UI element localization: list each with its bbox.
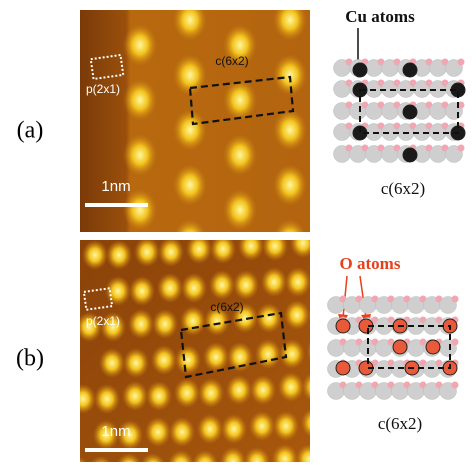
scale-label: 1nm (101, 178, 130, 195)
stm-spot (273, 54, 307, 96)
stm-spot (313, 264, 339, 294)
cell-label: c(6x2) (215, 54, 248, 68)
stm-spot (279, 339, 305, 369)
diagram-title: O atoms (340, 254, 401, 273)
stm-spot (314, 228, 340, 258)
panel-label: (a) (17, 118, 44, 144)
stm-spot (70, 384, 96, 414)
adatom (403, 105, 417, 119)
stm-spot (129, 276, 155, 306)
diagram-title: Cu atoms (345, 7, 415, 26)
stm-spot (82, 240, 108, 270)
cell-label: p(2x1) (86, 314, 120, 328)
stm-spot (157, 273, 183, 303)
stm-spot (233, 270, 259, 300)
oxygen-small (452, 382, 459, 389)
stm-spot (325, 408, 351, 438)
stm-spot (146, 381, 172, 411)
stm-spot (203, 342, 229, 372)
adatom (336, 361, 350, 375)
stm-spot (94, 384, 120, 414)
stm-spot (290, 228, 316, 258)
stm-spot (301, 408, 327, 438)
stm-spot (284, 300, 310, 330)
scale-label: 1nm (101, 423, 130, 440)
stm-spot (181, 273, 207, 303)
stm-spot (173, 164, 207, 206)
stm-spot (122, 381, 148, 411)
stm-spot (273, 164, 307, 206)
atom-diagram (328, 296, 459, 400)
atom-diagram (334, 59, 466, 163)
stm-spot (169, 417, 195, 447)
stm-spot (226, 375, 252, 405)
diagram-caption: c(6x2) (381, 179, 425, 198)
diagram-caption: c(6x2) (378, 414, 422, 433)
stm-spot (273, 109, 307, 151)
stm-spot (273, 411, 299, 441)
stm-spot (145, 417, 171, 447)
stm-spot (123, 79, 157, 121)
stm-spot (209, 270, 235, 300)
cell-label: p(2x1) (86, 82, 120, 96)
adatom (403, 63, 417, 77)
stm-spot (197, 414, 223, 444)
cell-label: c(6x2) (210, 300, 243, 314)
stm-spot (173, 0, 207, 41)
stm-spot (250, 375, 276, 405)
stm-spot (285, 267, 311, 297)
stm-spot (302, 372, 328, 402)
oxygen-small (452, 339, 459, 346)
stm-spot (261, 267, 287, 297)
stm-spot (99, 348, 125, 378)
stm-spot (221, 414, 247, 444)
stm-spot (174, 378, 200, 408)
stm-spot (158, 237, 184, 267)
stm-spot (198, 378, 224, 408)
stm-spot (106, 240, 132, 270)
stm-spot (123, 0, 157, 11)
adatom (403, 148, 417, 162)
stm-spot (223, 134, 257, 176)
stm-spot (151, 345, 177, 375)
stm-spot (255, 339, 281, 369)
stm-spot (123, 24, 157, 66)
stm-spot (256, 303, 282, 333)
stm-spot (173, 109, 207, 151)
stm-spot (273, 0, 307, 41)
stm-spot (180, 306, 206, 336)
stm-spot (175, 345, 201, 375)
adatom (393, 340, 407, 354)
oxygen-small (452, 296, 459, 303)
stm-spot (278, 372, 304, 402)
stm-spot (238, 231, 264, 261)
stm-spot (105, 276, 131, 306)
oxygen-small (458, 59, 465, 66)
figure: (a) p(2x1) c(6x2) 1nm Cu atoms c(6x2) (b… (0, 0, 476, 465)
stm-spot (223, 189, 257, 231)
adatom (426, 340, 440, 354)
stm-spot (123, 189, 157, 231)
stm-spot (123, 348, 149, 378)
stm-spot (249, 411, 275, 441)
stm-spot (210, 234, 236, 264)
stm-spot (152, 309, 178, 339)
adatom (336, 319, 350, 333)
stm-spot (134, 237, 160, 267)
stm-spot (262, 231, 288, 261)
stm-spot (223, 0, 257, 11)
panel-label: (b) (16, 346, 44, 372)
stm-spot (128, 309, 154, 339)
stm-spot (186, 234, 212, 264)
stm-spot (123, 134, 157, 176)
oxygen-small (458, 145, 465, 152)
adatom (353, 63, 367, 77)
stm-spot (223, 79, 257, 121)
